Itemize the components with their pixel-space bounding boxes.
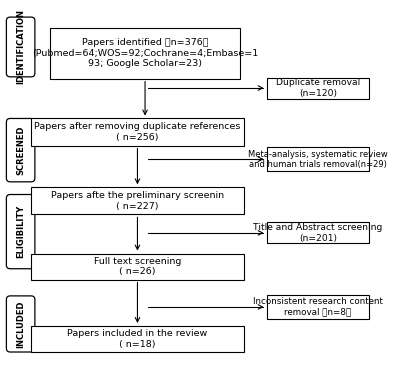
Bar bbox=[267, 77, 369, 99]
Bar bbox=[31, 187, 244, 214]
Bar bbox=[267, 148, 369, 171]
Text: Meta-analysis, systematic review
and human trials removal(n=29): Meta-analysis, systematic review and hum… bbox=[248, 149, 388, 169]
Bar bbox=[31, 118, 244, 146]
Text: INCLUDED: INCLUDED bbox=[16, 300, 25, 348]
FancyBboxPatch shape bbox=[6, 17, 35, 77]
Text: Inconsistent research content
removal （n=8）: Inconsistent research content removal （n… bbox=[253, 297, 383, 317]
Text: Papers identified （n=376）
(Pubmed=64;WOS=92;Cochrane=4;Embase=1
93; Google Schol: Papers identified （n=376） (Pubmed=64;WOS… bbox=[32, 38, 258, 68]
Text: Papers included in the review
( n=18): Papers included in the review ( n=18) bbox=[67, 329, 208, 349]
Bar bbox=[50, 28, 240, 79]
Text: IDENTIFICATION: IDENTIFICATION bbox=[16, 10, 25, 85]
Bar bbox=[267, 295, 369, 319]
Text: SCREENED: SCREENED bbox=[16, 125, 25, 175]
Text: Papers afte the preliminary screenin
( n=227): Papers afte the preliminary screenin ( n… bbox=[51, 191, 224, 211]
FancyBboxPatch shape bbox=[6, 296, 35, 352]
FancyBboxPatch shape bbox=[6, 194, 35, 269]
Bar bbox=[267, 223, 369, 244]
Text: ELIGIBILITY: ELIGIBILITY bbox=[16, 205, 25, 258]
FancyBboxPatch shape bbox=[6, 118, 35, 182]
Text: Full text screening
( n=26): Full text screening ( n=26) bbox=[94, 257, 181, 276]
Bar bbox=[31, 254, 244, 280]
Text: Duplicate removal
(n=120): Duplicate removal (n=120) bbox=[276, 78, 360, 98]
Bar bbox=[31, 326, 244, 352]
Text: Title and Abstract screening
(n=201): Title and Abstract screening (n=201) bbox=[253, 223, 382, 242]
Text: Papers after removing duplicate references
( n=256): Papers after removing duplicate referenc… bbox=[34, 123, 241, 142]
